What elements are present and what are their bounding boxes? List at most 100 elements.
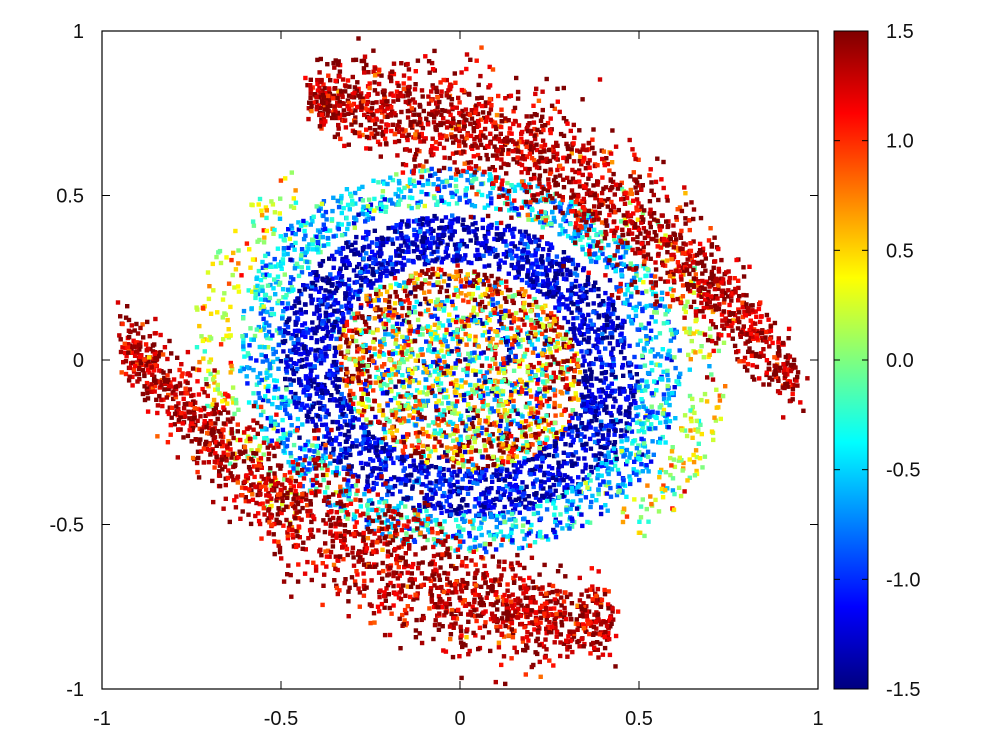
scatter-point <box>483 500 488 505</box>
scatter-point <box>323 434 329 439</box>
scatter-point <box>653 305 659 310</box>
scatter-point <box>314 391 319 396</box>
scatter-point <box>538 400 543 405</box>
scatter-point <box>472 405 477 410</box>
scatter-point <box>441 504 446 510</box>
scatter-point <box>572 235 578 240</box>
scatter-point <box>388 258 393 263</box>
scatter-point <box>383 307 388 312</box>
scatter-point <box>378 466 384 472</box>
scatter-point <box>599 426 604 432</box>
scatter-point <box>330 312 335 317</box>
scatter-point <box>519 463 524 469</box>
scatter-point <box>364 417 369 422</box>
scatter-point <box>385 181 390 187</box>
scatter-point <box>436 500 442 506</box>
scatter-point <box>362 430 367 435</box>
scatter-point <box>544 399 550 404</box>
scatter-point <box>487 422 492 427</box>
scatter-point <box>504 254 509 259</box>
scatter-point <box>561 341 566 347</box>
scatter-point <box>338 396 343 402</box>
scatter-point <box>605 483 610 488</box>
scatter-point <box>335 403 340 408</box>
scatter-point <box>477 543 483 548</box>
scatter-point <box>655 362 660 367</box>
scatter-point <box>296 296 301 301</box>
scatter-point <box>645 454 651 460</box>
scatter-point <box>629 390 634 395</box>
scatter-point <box>610 388 615 393</box>
scatter-point <box>339 233 345 238</box>
scatter-point <box>624 421 629 426</box>
scatter-point <box>452 242 458 247</box>
scatter-point <box>454 269 459 274</box>
scatter-point <box>254 358 259 363</box>
scatter-point <box>512 357 517 363</box>
scatter-point <box>348 452 353 458</box>
scatter-point <box>301 345 306 351</box>
scatter-point <box>559 412 564 417</box>
scatter-point <box>246 288 251 293</box>
scatter-point <box>454 201 460 206</box>
scatter-point <box>388 398 394 403</box>
scatter-point <box>559 436 564 441</box>
scatter-point <box>481 438 487 443</box>
scatter-point <box>401 496 406 501</box>
scatter-point <box>398 225 403 230</box>
scatter-point <box>378 284 383 289</box>
scatter-point <box>293 240 298 246</box>
scatter-point <box>533 239 538 244</box>
scatter-point <box>524 391 529 396</box>
scatter-point <box>605 437 610 442</box>
scatter-point <box>510 298 515 303</box>
scatter-point <box>526 506 531 512</box>
scatter-point <box>428 364 434 369</box>
scatter-point <box>399 461 405 466</box>
scatter-point <box>362 367 367 373</box>
scatter-point <box>288 382 294 387</box>
scatter-point <box>570 429 575 434</box>
scatter-point <box>568 292 574 298</box>
scatter-point <box>405 495 411 501</box>
scatter-point <box>339 304 344 309</box>
scatter-point <box>350 334 355 339</box>
scatter-point <box>287 236 293 242</box>
scatter-point <box>251 391 256 396</box>
scatter-point <box>539 351 545 356</box>
scatter-point <box>546 252 551 258</box>
scatter-point <box>323 311 329 316</box>
scatter-point <box>285 324 291 330</box>
scatter-point <box>258 412 264 418</box>
scatter-point <box>519 389 525 394</box>
scatter-point <box>538 289 543 294</box>
scatter-point <box>428 275 433 280</box>
scatter-point <box>406 249 411 254</box>
scatter-point <box>528 362 533 368</box>
scatter-point <box>339 361 344 367</box>
scatter-point <box>632 388 637 393</box>
scatter-point <box>441 417 446 422</box>
scatter-point <box>345 349 350 354</box>
scatter-point <box>278 440 284 446</box>
scatter-point <box>580 244 585 250</box>
scatter-point <box>375 236 380 242</box>
scatter-point <box>554 261 560 267</box>
scatter-point <box>573 266 579 271</box>
scatter-point <box>516 332 521 337</box>
scatter-point <box>306 265 311 270</box>
scatter-point <box>330 470 336 475</box>
scatter-point <box>407 463 413 469</box>
scatter-point <box>500 389 506 394</box>
scatter-point <box>378 278 383 283</box>
scatter-point <box>525 259 531 264</box>
scatter-point <box>465 363 471 368</box>
scatter-point <box>621 389 626 394</box>
scatter-point <box>349 242 355 248</box>
scatter-point <box>450 421 456 426</box>
scatter-point <box>588 318 593 323</box>
scatter-point <box>461 539 466 544</box>
scatter-point <box>473 372 478 377</box>
scatter-point <box>421 255 427 260</box>
scatter-point <box>567 419 572 425</box>
